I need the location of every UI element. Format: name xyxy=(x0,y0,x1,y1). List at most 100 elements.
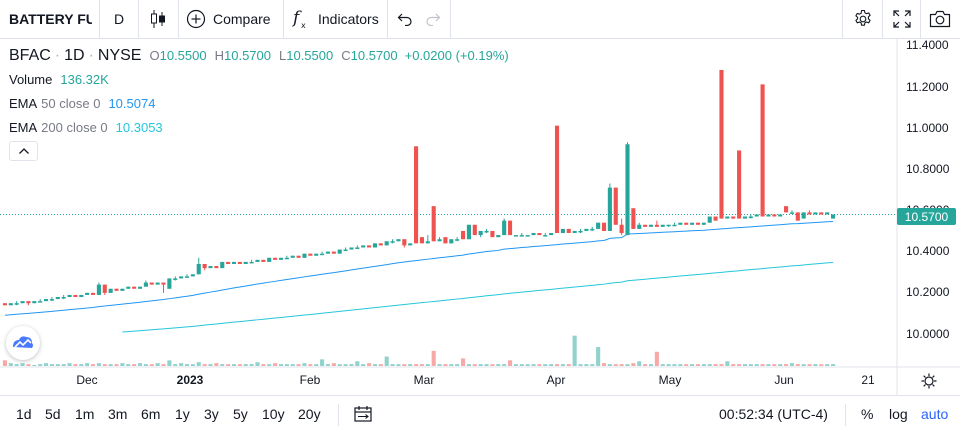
volume-bar xyxy=(108,364,113,366)
volume-bar xyxy=(243,364,248,366)
candle xyxy=(748,214,753,219)
plus-circle-icon xyxy=(186,9,206,29)
volume-legend[interactable]: Volume 136.32K xyxy=(9,72,109,87)
range-1d-button[interactable]: 1d xyxy=(16,406,32,422)
candle-body xyxy=(625,144,630,236)
log-scale-button[interactable]: log xyxy=(889,406,908,422)
candle xyxy=(49,297,54,302)
fullscreen-button[interactable] xyxy=(890,0,914,38)
candle xyxy=(425,235,430,244)
legend-change: +0.0200 (+0.19%) xyxy=(404,48,509,63)
candle xyxy=(431,206,436,242)
candle xyxy=(202,263,207,271)
range-1m-button[interactable]: 1m xyxy=(75,406,95,422)
redo-button[interactable] xyxy=(424,0,442,38)
percent-scale-button[interactable]: % xyxy=(861,406,874,422)
volume-bar xyxy=(126,364,131,366)
legend-collapse-button[interactable] xyxy=(9,141,38,161)
candle xyxy=(214,266,219,269)
candle-body xyxy=(20,301,25,304)
candle xyxy=(314,253,319,256)
candle-body xyxy=(778,214,783,217)
indicators-button[interactable]: f x Indicators xyxy=(292,0,387,38)
range-5y-button[interactable]: 5y xyxy=(233,406,248,422)
volume-bar xyxy=(149,364,154,366)
candle xyxy=(819,212,824,215)
candle-body xyxy=(537,233,542,236)
candle xyxy=(372,243,378,248)
chart-type-button[interactable] xyxy=(146,0,170,38)
volume-bar xyxy=(637,361,642,366)
time-tick-label: Apr xyxy=(546,373,566,387)
timezone-clock[interactable]: 00:52:34 (UTC-4) xyxy=(719,406,828,422)
legend-close: C10.5700 xyxy=(341,48,397,63)
volume-bar xyxy=(26,364,31,366)
ema200-legend[interactable]: EMA 200 close 0 10.3053 xyxy=(9,120,163,135)
volume-bar xyxy=(466,364,471,366)
range-20y-button[interactable]: 20y xyxy=(298,406,321,422)
settings-button[interactable] xyxy=(851,0,875,38)
candle-body xyxy=(648,224,654,227)
candle xyxy=(325,251,331,254)
candle xyxy=(637,222,642,229)
volume-bar xyxy=(513,364,518,366)
candle xyxy=(90,292,96,295)
range-3m-button[interactable]: 3m xyxy=(108,406,128,422)
screenshot-button[interactable] xyxy=(928,0,952,38)
volume-bar xyxy=(472,364,477,366)
candle-body xyxy=(443,237,448,244)
volume-bar xyxy=(566,364,571,366)
candle-body xyxy=(167,278,172,289)
volume-bar xyxy=(572,335,577,366)
candle xyxy=(67,294,72,298)
compare-label: Compare xyxy=(213,11,271,27)
range-6m-button[interactable]: 6m xyxy=(141,406,161,422)
bottom-divider xyxy=(845,404,846,426)
range-3y-button[interactable]: 3y xyxy=(204,406,219,422)
ema50-legend[interactable]: EMA 50 close 0 10.5074 xyxy=(9,96,155,111)
auto-scale-button[interactable]: auto xyxy=(921,406,949,422)
volume-bar xyxy=(478,364,483,366)
candle-body xyxy=(243,261,248,264)
candle xyxy=(55,297,60,300)
candle xyxy=(513,235,518,237)
interval-button[interactable]: D xyxy=(113,11,125,27)
tradingview-logo-button[interactable] xyxy=(6,326,40,360)
candle xyxy=(161,282,166,293)
candle xyxy=(355,245,360,249)
compare-button[interactable]: Compare xyxy=(186,0,276,38)
volume-bar xyxy=(731,364,736,366)
candle xyxy=(114,288,119,291)
candle-body xyxy=(766,214,771,217)
range-10y-button[interactable]: 10y xyxy=(262,406,285,422)
axis-settings-icon[interactable] xyxy=(920,372,938,390)
volume-bar xyxy=(496,364,501,366)
volume-bar xyxy=(96,363,101,366)
volume-bar xyxy=(643,364,648,366)
price-chart[interactable] xyxy=(0,39,960,395)
calendar-range-icon[interactable] xyxy=(353,405,373,423)
candle xyxy=(408,243,413,246)
candle xyxy=(701,222,706,225)
volume-bar xyxy=(255,362,260,366)
candle-body xyxy=(320,253,325,256)
volume-bar xyxy=(419,364,424,366)
candle-body xyxy=(831,214,836,219)
open-value: 10.5500 xyxy=(159,48,207,63)
chart-pane[interactable] xyxy=(0,39,960,395)
time-tick-label: Feb xyxy=(299,373,321,387)
candle-body xyxy=(155,282,160,285)
volume-bar xyxy=(684,364,689,366)
volume-bar xyxy=(537,364,542,366)
symbol-search-input[interactable]: BATTERY FU xyxy=(9,11,92,27)
volume-bar xyxy=(455,364,460,366)
range-5d-button[interactable]: 5d xyxy=(45,406,61,422)
candle xyxy=(507,220,513,236)
redo-icon xyxy=(426,13,441,26)
undo-button[interactable] xyxy=(396,0,414,38)
ema200-line xyxy=(122,261,834,333)
volume-bar xyxy=(196,362,201,366)
volume-bar xyxy=(355,361,360,366)
range-1y-button[interactable]: 1y xyxy=(175,406,190,422)
candle-body xyxy=(67,294,72,298)
